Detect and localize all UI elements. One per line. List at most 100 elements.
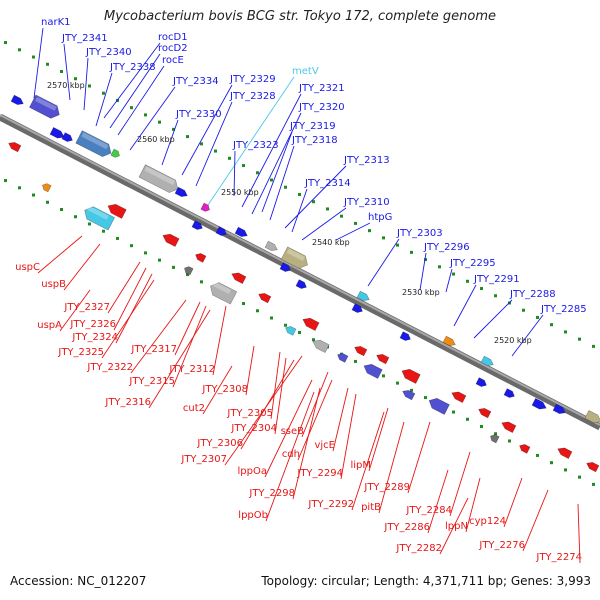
- leader-line: [264, 379, 313, 478]
- gene-label: JTY_2306: [196, 438, 243, 449]
- reverse-gene-arrow: [401, 368, 421, 384]
- leader-line: [301, 207, 347, 241]
- leader-line: [419, 252, 427, 291]
- leader-line: [245, 345, 255, 396]
- gene-label: vjcE: [314, 440, 335, 451]
- leader-line: [63, 43, 71, 101]
- gene-label: metV: [292, 66, 319, 77]
- leader-line: [109, 53, 161, 129]
- leader-line: [83, 57, 89, 111]
- gc-tick: [466, 279, 469, 283]
- leader-line: [301, 371, 329, 438]
- gc-tick: [32, 193, 35, 197]
- forward-gene-arrow: [10, 94, 24, 105]
- leader-line: [449, 451, 471, 517]
- gc-tick: [550, 323, 553, 327]
- leader-line: [473, 299, 513, 339]
- gene-label: uspC: [15, 262, 40, 273]
- gc-tick: [424, 258, 427, 262]
- gc-tick: [284, 185, 287, 189]
- leader-line: [202, 365, 233, 415]
- forward-gene-arrow: [264, 240, 278, 251]
- gene-label: JTY_2326: [69, 319, 116, 330]
- gene-label: JTY_2319: [289, 121, 336, 132]
- gene-label: JTY_2288: [509, 289, 556, 300]
- gene-labels: narK1 JTY_2341 JTY_2340 JTY_2338 rocD1rocD2r…: [15, 17, 587, 563]
- gene-label: JTY_2308: [201, 384, 248, 395]
- gc-tick: [480, 287, 483, 291]
- gc-tick: [564, 468, 567, 472]
- gene-label: cdh: [282, 449, 300, 460]
- leader-line: [181, 84, 233, 176]
- reverse-gene-arrow: [210, 281, 238, 305]
- leader-line: [113, 267, 147, 331]
- gene-label: rocD2: [158, 43, 188, 54]
- gc-tick: [284, 323, 287, 327]
- gene-label: sseB: [281, 426, 305, 437]
- forward-gene-arrow: [191, 220, 203, 230]
- gc-tick: [466, 417, 469, 421]
- reverse-gene-arrow: [285, 326, 297, 336]
- gene-label: JTY_2274: [535, 552, 582, 563]
- kbp-mark: 2540 kbp: [312, 238, 350, 247]
- gene-label: JTY_2291: [473, 274, 520, 285]
- forward-gene-arrow: [552, 403, 566, 414]
- gene-label: JTY_2329: [229, 74, 276, 85]
- gene-label: JTY_2294: [296, 468, 343, 479]
- gene-label: JTY_2328: [229, 91, 276, 102]
- forward-gene-arrow: [295, 279, 307, 289]
- gene-label: JTY_2334: [172, 76, 219, 87]
- leader-line: [340, 393, 357, 480]
- gene-label: JTY_2325: [57, 347, 104, 358]
- leader-line: [261, 131, 293, 213]
- forward-gene-arrow: [174, 186, 188, 197]
- forward-gene-arrow: [138, 164, 179, 193]
- gene-label: JTY_2310: [343, 197, 390, 208]
- gc-tick: [438, 265, 441, 269]
- reverse-gene-arrow: [184, 266, 194, 276]
- kbp-scale-marks: 2570 kbp 2560 kbp 2550 kbp 2540 kbp 2530 kbp…: [47, 81, 532, 345]
- gc-tick: [102, 229, 105, 233]
- gene-label: JTY_2340: [85, 47, 132, 58]
- kbp-mark: 2520 kbp: [494, 336, 532, 345]
- gc-tick: [130, 244, 133, 248]
- gene-features: [8, 94, 600, 473]
- reverse-gene-arrow: [195, 253, 207, 263]
- gene-label: JTY_2303: [396, 228, 443, 239]
- gene-label: JTY_2286: [383, 522, 430, 533]
- leader-line: [205, 76, 295, 209]
- kbp-mark: 2550 kbp: [221, 188, 259, 197]
- gene-label: JTY_2282: [395, 543, 442, 554]
- gc-tick: [326, 207, 329, 211]
- gc-tick: [480, 425, 483, 429]
- gc-tick: [4, 41, 7, 45]
- gc-tick: [270, 316, 273, 320]
- leader-line: [439, 497, 469, 555]
- gc-tick: [18, 186, 21, 190]
- gene-label: JTY_2341: [61, 33, 108, 44]
- gene-label: lppOb: [238, 510, 268, 521]
- leader-line: [63, 243, 101, 291]
- gc-tick: [494, 294, 497, 298]
- leader-line: [292, 387, 321, 500]
- gene-label: JTY_2276: [478, 540, 525, 551]
- leader-line: [332, 387, 349, 452]
- gc-tick: [88, 84, 91, 88]
- reverse-gene-arrow: [42, 183, 52, 193]
- forward-gene-arrow: [49, 126, 65, 139]
- gc-tick: [46, 200, 49, 204]
- gene-label: JTY_2338: [109, 62, 156, 73]
- leader-line: [172, 305, 207, 388]
- gc-tick: [116, 236, 119, 240]
- forward-gene-arrow: [110, 148, 120, 158]
- forward-gene-arrow: [280, 246, 308, 269]
- leader-line: [351, 411, 385, 511]
- leader-line: [511, 314, 544, 357]
- gc-tick: [228, 156, 231, 160]
- gc-tick: [158, 120, 161, 124]
- leader-line: [269, 145, 295, 221]
- leader-line: [101, 279, 155, 359]
- leader-line: [59, 289, 91, 332]
- leader-line: [427, 469, 449, 534]
- reverse-gene-arrow: [337, 353, 349, 363]
